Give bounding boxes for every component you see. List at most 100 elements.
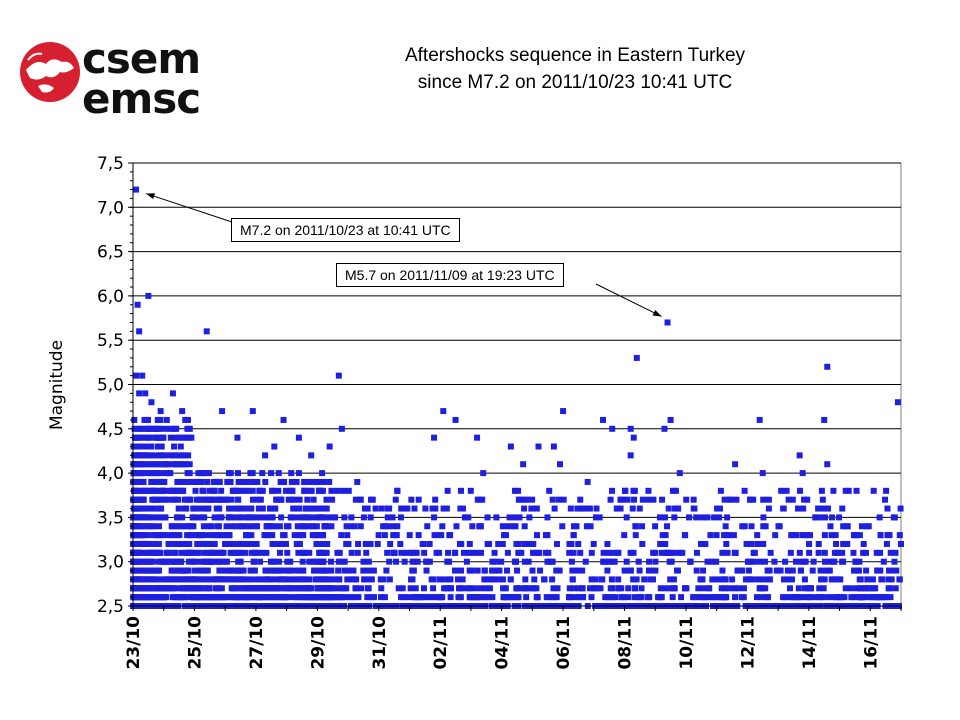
aftershock-point xyxy=(501,532,508,539)
aftershock-point xyxy=(328,558,335,565)
aftershock-point xyxy=(360,567,367,574)
aftershock-point xyxy=(631,496,638,503)
aftershock-point xyxy=(191,505,198,512)
aftershock-point xyxy=(294,540,301,547)
aftershock-point xyxy=(131,487,138,494)
aftershock-point xyxy=(322,514,329,521)
aftershock-point xyxy=(836,514,843,521)
aftershock-point xyxy=(856,532,863,539)
aftershock-point xyxy=(824,567,831,574)
aftershock-point xyxy=(550,585,557,592)
aftershock-point xyxy=(335,558,342,565)
aftershock-point xyxy=(766,567,773,574)
aftershock-point xyxy=(184,532,191,539)
aftershock-point xyxy=(365,567,372,574)
aftershock-point xyxy=(130,478,137,485)
aftershock-point xyxy=(399,585,406,592)
aftershock-point xyxy=(496,567,503,574)
aftershock-point xyxy=(386,558,393,565)
aftershock-point xyxy=(531,576,538,583)
aftershock-point xyxy=(588,594,595,601)
aftershock-point xyxy=(760,523,767,530)
aftershock-point xyxy=(225,594,232,601)
aftershock-point xyxy=(144,452,151,459)
aftershock-point xyxy=(748,523,755,530)
data-point xyxy=(148,399,155,406)
data-point xyxy=(842,487,849,494)
aftershock-point xyxy=(722,523,729,530)
aftershock-point xyxy=(362,576,369,583)
aftershock-point xyxy=(611,558,618,565)
aftershock-point xyxy=(143,416,150,423)
aftershock-point xyxy=(723,540,730,547)
data-point xyxy=(507,443,514,450)
aftershock-point xyxy=(202,594,209,601)
aftershock-point xyxy=(638,585,645,592)
aftershock-point xyxy=(877,549,884,556)
aftershock-point xyxy=(318,558,325,565)
aftershock-point xyxy=(477,549,484,556)
aftershock-point xyxy=(280,576,287,583)
aftershock-point xyxy=(254,478,261,485)
aftershock-point xyxy=(207,496,214,503)
aftershock-point xyxy=(228,576,235,583)
chart-title-line-1: Aftershocks sequence in Eastern Turkey xyxy=(404,45,746,66)
aftershock-point xyxy=(518,549,525,556)
aftershock-point xyxy=(734,567,741,574)
aftershock-point xyxy=(549,558,556,565)
annotation-m72: M7.2 on 2011/10/23 at 10:41 UTC xyxy=(231,218,460,242)
aftershock-point xyxy=(646,558,653,565)
aftershock-point xyxy=(745,567,752,574)
aftershock-point xyxy=(609,585,616,592)
aftershock-point xyxy=(446,558,453,565)
aftershock-point xyxy=(697,576,704,583)
aftershock-point xyxy=(306,487,313,494)
aftershock-point xyxy=(459,576,466,583)
aftershock-point xyxy=(766,576,773,583)
aftershock-point xyxy=(582,558,589,565)
aftershock-point xyxy=(568,558,575,565)
aftershock-point xyxy=(671,505,678,512)
aftershock-point xyxy=(492,558,499,565)
aftershock-point xyxy=(609,487,616,494)
aftershock-point xyxy=(474,567,481,574)
aftershock-point xyxy=(181,434,188,441)
data-point xyxy=(824,461,831,468)
arrow-head xyxy=(146,193,156,200)
aftershock-point xyxy=(248,523,255,530)
data-point xyxy=(520,461,527,468)
aftershock-point xyxy=(429,505,436,512)
data-point xyxy=(799,470,806,477)
aftershock-point xyxy=(476,496,483,503)
aftershock-point xyxy=(352,496,359,503)
aftershock-point xyxy=(256,514,263,521)
aftershock-point xyxy=(227,470,234,477)
aftershock-point xyxy=(697,540,704,547)
aftershock-point xyxy=(782,558,789,565)
aftershock-point xyxy=(297,523,304,530)
aftershock-point xyxy=(511,487,518,494)
data-point xyxy=(335,372,342,379)
aftershock-point xyxy=(623,558,630,565)
aftershock-point xyxy=(250,558,257,565)
aftershock-point xyxy=(390,549,397,556)
aftershock-point xyxy=(579,594,586,601)
aftershock-point xyxy=(851,567,858,574)
aftershock-point xyxy=(888,576,895,583)
aftershock-point xyxy=(420,594,427,601)
aftershock-point xyxy=(154,443,161,450)
aftershock-point xyxy=(390,523,397,530)
aftershock-point xyxy=(144,487,151,494)
aftershock-point xyxy=(255,505,262,512)
aftershock-point xyxy=(179,514,186,521)
aftershock-point xyxy=(683,496,690,503)
aftershock-point xyxy=(305,514,312,521)
aftershock-point xyxy=(264,585,271,592)
aftershock-point xyxy=(144,594,151,601)
aftershock-point xyxy=(577,496,584,503)
aftershock-point xyxy=(788,576,795,583)
aftershock-point xyxy=(526,585,533,592)
aftershock-point xyxy=(292,576,299,583)
aftershock-point xyxy=(783,487,790,494)
data-point xyxy=(609,425,616,432)
